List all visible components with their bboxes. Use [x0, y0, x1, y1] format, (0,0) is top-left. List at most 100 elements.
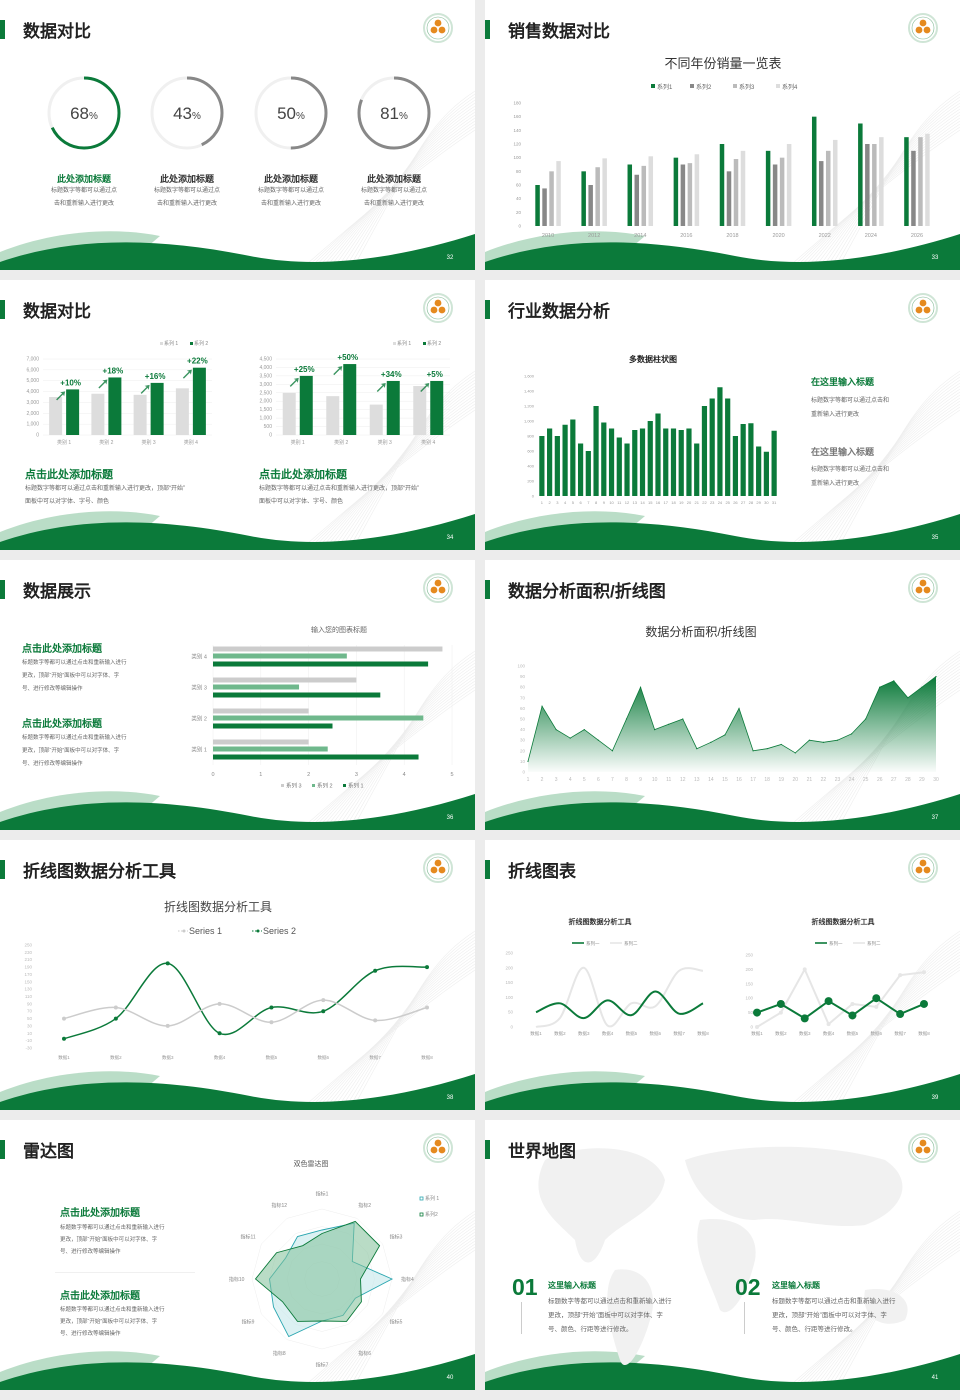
- school-logo-icon: [423, 293, 453, 323]
- page-number: 33: [931, 255, 939, 261]
- legend-label: 系列 2: [194, 340, 208, 347]
- bar: [673, 157, 679, 226]
- y-tick-label: 类别 4: [191, 653, 207, 661]
- title-accent-bar: [485, 1140, 490, 1159]
- legend-label: 系列 1: [348, 782, 364, 790]
- x-tick-label: 4: [564, 500, 567, 505]
- page-number: 34: [446, 535, 454, 541]
- bar: [554, 436, 560, 496]
- series-line: [535, 966, 704, 1028]
- bar: [763, 451, 769, 496]
- x-tick-label: 27: [741, 500, 746, 505]
- y-tick-label: 10: [520, 759, 526, 764]
- bar: [213, 715, 424, 721]
- x-tick-label: 24: [849, 777, 855, 783]
- data-point: [848, 1011, 857, 1020]
- swoosh-line: [784, 129, 960, 270]
- x-tick-label: 1: [527, 777, 530, 783]
- radar-grid: [251, 1208, 393, 1350]
- ring-desc-1: 标题数字等都可以通过点: [50, 188, 117, 194]
- x-tick-label: 7: [587, 500, 590, 505]
- footer-wave: [485, 1074, 960, 1110]
- page-number: 37: [931, 815, 939, 821]
- block-2-desc-2: 更改，顶部“开始”面板中可以对字体、字: [772, 1312, 887, 1319]
- swoosh-line: [796, 120, 960, 270]
- swoosh-line: [804, 114, 960, 270]
- legend-swatch: [423, 342, 426, 345]
- axis-label: 指标10: [229, 1276, 245, 1283]
- y-tick-label: 500: [264, 424, 273, 430]
- right-desc-2: 面板中可以对字体、字号、颜色: [259, 499, 344, 505]
- x-tick-label: 数据7: [673, 1030, 685, 1037]
- y-tick-label: 30: [520, 738, 526, 743]
- data-point: [776, 999, 785, 1008]
- data-point: [217, 1001, 222, 1006]
- x-tick-label: 5: [583, 777, 586, 783]
- data-point: [896, 1010, 905, 1019]
- swoosh-line: [303, 1246, 475, 1390]
- logo-leaf: [438, 26, 446, 34]
- bar: [709, 398, 715, 496]
- block-2-desc-1: 标题数字等都可以通过点击和重新输入进行: [22, 735, 127, 741]
- x-tick-label: 23: [835, 777, 841, 783]
- school-logo-icon: [908, 573, 938, 603]
- x-tick-label: 数据2: [110, 1054, 122, 1061]
- data-point: [872, 994, 881, 1003]
- swoosh-line: [836, 1210, 960, 1390]
- slide-canvas: 0 1,000 2,000 3,000 4,000 5,000 6,000 7,000 类别 1…: [0, 293, 475, 550]
- slide-title: 世界地图: [508, 1142, 576, 1161]
- swoosh-line: [311, 1240, 475, 1390]
- y-tick-label: 80: [516, 169, 522, 174]
- y-tick-label: 1,000: [259, 416, 272, 422]
- logo-leaf: [438, 306, 446, 314]
- data-point: [113, 1005, 118, 1010]
- data-point: [62, 1016, 66, 1021]
- data-point: [217, 1031, 222, 1036]
- data-point: [611, 750, 614, 752]
- data-point: [425, 1005, 429, 1010]
- x-tick-label: 18: [671, 500, 676, 505]
- bar: [326, 396, 340, 435]
- bar: [542, 188, 547, 226]
- swoosh-line: [315, 677, 475, 830]
- data-point: [780, 743, 782, 746]
- ring-progress: [254, 76, 328, 150]
- y-tick-label: 70: [520, 695, 526, 700]
- legend-label: 系列一: [829, 940, 843, 947]
- school-logo-icon: [908, 13, 938, 43]
- swoosh-line: [812, 1228, 960, 1390]
- y-tick-label: 50: [520, 717, 526, 722]
- bar: [694, 443, 700, 496]
- y-tick-label: 1,000: [524, 419, 535, 424]
- ring-title: 此处添加标题: [263, 174, 318, 184]
- data-point: [569, 737, 571, 739]
- bar: [648, 156, 654, 226]
- swoosh-line: [303, 406, 475, 550]
- bar: [577, 443, 584, 496]
- bar: [213, 646, 443, 652]
- x-tick-label: 13: [694, 777, 700, 783]
- x-tick-label: 数据7: [894, 1030, 906, 1037]
- axis-label: 指标7: [316, 1361, 329, 1368]
- bar: [717, 387, 723, 496]
- swoosh-line: [804, 1234, 960, 1390]
- arrow-up-icon: [333, 366, 343, 376]
- data-point: [269, 1005, 274, 1010]
- x-tick-label: 27: [891, 777, 897, 783]
- x-tick-label: 类别 3: [378, 439, 392, 446]
- logo-leaf: [915, 1146, 923, 1154]
- y-tick-label: 0: [532, 494, 535, 499]
- data-point: [738, 707, 740, 709]
- growth-label: +25%: [294, 365, 315, 374]
- logo-leaf: [434, 299, 442, 307]
- swoosh-line: [828, 96, 960, 270]
- slide-canvas: [485, 1133, 960, 1390]
- legend-label: 系列4: [782, 83, 798, 91]
- world-map-background: [538, 1146, 908, 1366]
- swoosh-lines: [299, 930, 475, 1110]
- y-tick-label: 170: [24, 972, 32, 977]
- slide-32: 68% 43% 50% 81% 数据对比 32 此处添加标题 标题数字等都可以通过点 击和重新输…: [0, 0, 475, 270]
- y-tick-label: 90: [520, 674, 526, 679]
- data-point: [583, 729, 585, 731]
